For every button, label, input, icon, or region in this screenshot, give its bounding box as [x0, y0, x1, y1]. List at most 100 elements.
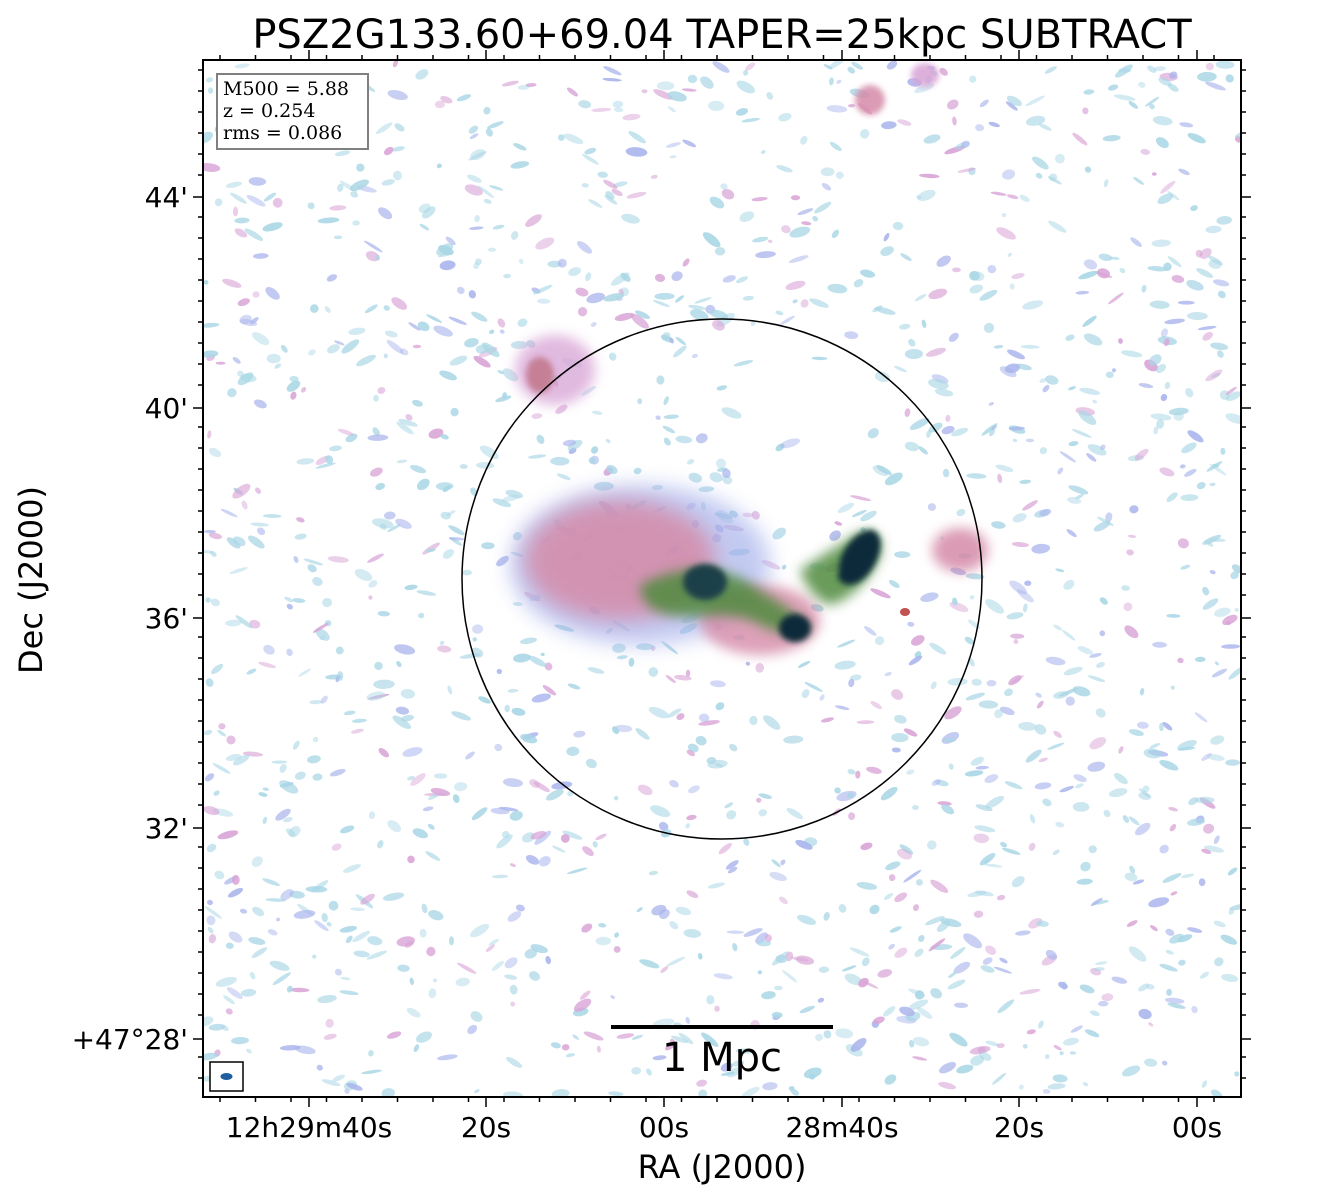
- noise-blob: [1045, 656, 1066, 666]
- noise-blob: [464, 338, 479, 348]
- noise-blob: [248, 937, 266, 945]
- noise-blob: [1118, 746, 1124, 754]
- noise-blob: [665, 142, 681, 148]
- noise-blob: [1025, 749, 1042, 763]
- noise-blob: [440, 434, 449, 440]
- noise-blob: [395, 518, 412, 529]
- noise-blob: [1083, 89, 1095, 95]
- noise-blob: [459, 464, 468, 469]
- noise-blob: [636, 907, 643, 913]
- noise-blob: [1151, 172, 1157, 176]
- noise-blob: [771, 859, 781, 868]
- noise-blob: [626, 191, 647, 199]
- noise-blob: [1153, 426, 1159, 435]
- noise-blob: [1196, 481, 1206, 490]
- noise-blob: [789, 226, 811, 238]
- noise-blob: [756, 797, 762, 803]
- noise-blob: [232, 536, 246, 547]
- noise-blob: [631, 1034, 643, 1040]
- noise-blob: [1181, 442, 1197, 454]
- noise-blob: [1229, 903, 1241, 911]
- info-box: M500 = 5.88 z = 0.254 rms = 0.086: [216, 73, 369, 150]
- noise-blob: [1143, 748, 1162, 759]
- noise-blob: [1111, 368, 1117, 373]
- noise-blob: [675, 435, 693, 444]
- noise-blob: [1012, 438, 1018, 443]
- noise-blob: [979, 852, 996, 866]
- noise-blob: [293, 556, 299, 563]
- noise-blob: [982, 957, 993, 965]
- noise-blob: [928, 422, 943, 433]
- noise-blob: [952, 597, 958, 606]
- noise-blob: [534, 830, 552, 845]
- noise-blob: [1184, 468, 1197, 477]
- noise-blob: [1208, 538, 1226, 542]
- noise-blob: [510, 1001, 516, 1007]
- noise-blob: [1185, 388, 1194, 398]
- noise-blob: [1234, 1071, 1240, 1077]
- noise-blob: [1149, 743, 1161, 749]
- noise-blob: [837, 639, 856, 648]
- noise-blob: [1153, 66, 1166, 72]
- noise-blob: [469, 133, 479, 140]
- noise-blob: [835, 705, 850, 711]
- noise-blob: [1022, 1043, 1028, 1049]
- noise-blob: [292, 598, 306, 603]
- noise-blob: [208, 934, 217, 944]
- noise-blob: [652, 1018, 675, 1028]
- noise-blob: [987, 264, 997, 274]
- noise-blob: [1053, 730, 1062, 738]
- noise-blob: [964, 770, 984, 777]
- noise-blob: [768, 239, 773, 243]
- noise-blob: [356, 354, 376, 367]
- noise-blob: [557, 134, 565, 141]
- y-tick-label: 40': [145, 392, 188, 425]
- noise-blob: [648, 706, 669, 719]
- noise-blob: [492, 224, 505, 230]
- noise-blob: [433, 773, 448, 779]
- noise-blob: [1205, 369, 1223, 382]
- r500-circle: [461, 318, 983, 840]
- noise-blob: [378, 207, 393, 220]
- noise-blob: [742, 295, 755, 301]
- noise-blob: [1118, 68, 1132, 73]
- noise-blob: [1197, 71, 1217, 82]
- noise-blob: [918, 446, 928, 455]
- noise-blob: [244, 228, 264, 241]
- noise-blob: [445, 236, 456, 246]
- noise-blob: [576, 240, 593, 254]
- noise-blob: [671, 271, 683, 282]
- noise-blob: [908, 655, 923, 666]
- noise-blob: [381, 1088, 395, 1097]
- noise-blob: [658, 821, 669, 831]
- figure-title: PSZ2G133.60+69.04 TAPER=25kpc SUBTRACT: [252, 12, 1192, 58]
- noise-blob: [227, 887, 244, 898]
- noise-blob: [648, 870, 659, 876]
- noise-blob: [663, 437, 671, 446]
- noise-blob: [1159, 760, 1179, 771]
- noise-blob: [900, 253, 912, 261]
- noise-blob: [384, 330, 398, 338]
- noise-blob: [252, 291, 260, 298]
- noise-blob: [1068, 441, 1079, 447]
- noise-blob: [856, 882, 878, 890]
- noise-blob: [781, 225, 791, 234]
- noise-blob: [263, 192, 277, 202]
- noise-blob: [531, 693, 552, 703]
- noise-blob: [918, 935, 925, 942]
- noise-blob: [485, 944, 495, 952]
- noise-blob: [1079, 387, 1101, 395]
- noise-blob: [504, 974, 518, 980]
- noise-blob: [326, 274, 338, 282]
- noise-blob: [450, 407, 459, 417]
- noise-blob: [292, 740, 300, 750]
- noise-blob: [914, 948, 924, 957]
- noise-blob: [290, 391, 297, 400]
- noise-blob: [1032, 156, 1049, 170]
- noise-blob: [965, 692, 985, 701]
- noise-blob: [992, 1072, 1007, 1085]
- noise-blob: [954, 1002, 968, 1009]
- noise-blob: [488, 938, 500, 946]
- noise-blob: [1042, 384, 1050, 393]
- axis-ticks: [193, 50, 1251, 1107]
